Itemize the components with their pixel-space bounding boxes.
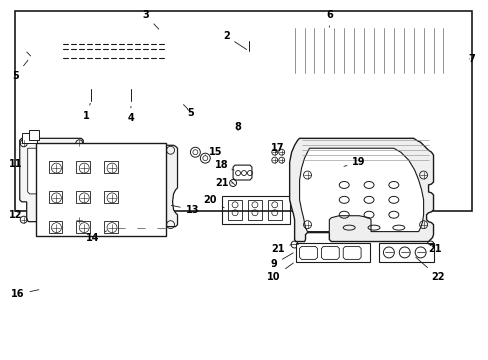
Bar: [60, 39, 168, 69]
Bar: [104, 161, 118, 173]
Text: 18: 18: [215, 160, 234, 170]
Text: 5: 5: [187, 108, 193, 117]
Bar: [76, 221, 90, 233]
Text: 19: 19: [343, 157, 365, 167]
Bar: [236, 105, 247, 113]
Bar: [249, 105, 262, 113]
Polygon shape: [40, 31, 194, 89]
Text: 22: 22: [415, 257, 445, 282]
Bar: [32, 41, 40, 51]
Text: 17: 17: [270, 143, 284, 153]
Polygon shape: [289, 138, 433, 242]
Polygon shape: [30, 37, 40, 53]
Bar: [36, 143, 165, 235]
Text: 2: 2: [223, 31, 246, 49]
Bar: [126, 89, 136, 96]
Bar: [15, 11, 471, 211]
Text: 10: 10: [266, 263, 293, 282]
Text: 5: 5: [12, 60, 28, 81]
Text: 21: 21: [215, 178, 233, 188]
Polygon shape: [104, 145, 177, 227]
Polygon shape: [20, 138, 85, 222]
Bar: [48, 161, 62, 173]
Bar: [230, 51, 267, 105]
Bar: [222, 196, 289, 224]
Bar: [247, 200, 262, 220]
Bar: [267, 200, 281, 220]
Polygon shape: [116, 168, 165, 212]
Text: 7: 7: [468, 54, 475, 64]
Bar: [104, 221, 118, 233]
Polygon shape: [233, 165, 251, 180]
Text: 16: 16: [11, 289, 39, 299]
Bar: [104, 191, 118, 203]
Bar: [66, 89, 76, 96]
Text: 8: 8: [234, 122, 241, 132]
Text: 1: 1: [82, 103, 90, 121]
Bar: [48, 191, 62, 203]
Polygon shape: [326, 160, 355, 177]
Bar: [233, 54, 264, 103]
Bar: [76, 191, 90, 203]
Text: 21: 21: [427, 244, 440, 255]
Bar: [295, 243, 369, 262]
Text: 21: 21: [270, 244, 291, 255]
Text: 4: 4: [127, 106, 134, 123]
Bar: [131, 178, 155, 198]
Text: 9: 9: [270, 253, 293, 269]
Polygon shape: [277, 26, 460, 86]
Bar: [297, 31, 346, 73]
Text: 3: 3: [142, 10, 159, 29]
Text: 11: 11: [9, 159, 22, 169]
Polygon shape: [299, 148, 423, 231]
Text: 13: 13: [171, 205, 199, 215]
Bar: [96, 89, 106, 96]
Polygon shape: [28, 148, 79, 194]
Bar: [76, 161, 90, 173]
Bar: [48, 221, 62, 233]
Bar: [61, 41, 166, 67]
Bar: [358, 31, 438, 73]
Bar: [228, 200, 242, 220]
Text: 12: 12: [9, 210, 22, 220]
Bar: [460, 49, 468, 65]
Text: 15: 15: [205, 147, 222, 157]
Text: 20: 20: [203, 195, 224, 208]
Bar: [378, 243, 433, 262]
Text: 14: 14: [86, 231, 106, 243]
Bar: [155, 89, 165, 96]
Text: 6: 6: [325, 10, 332, 27]
Bar: [29, 130, 39, 140]
Bar: [21, 133, 37, 143]
